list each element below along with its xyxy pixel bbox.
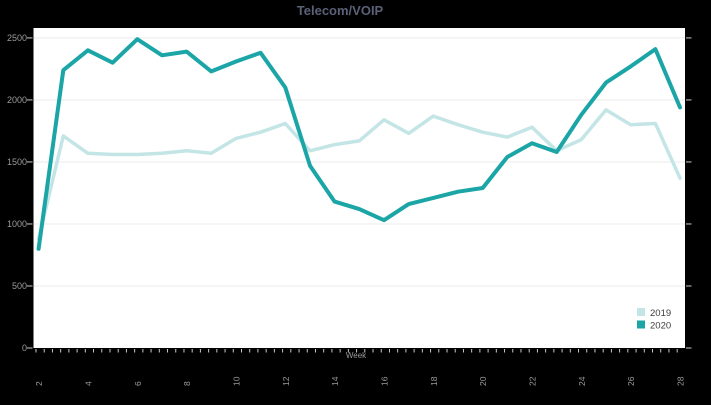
x-tick-label: 12 [281,376,291,386]
x-tick-label: 22 [528,376,538,386]
x-tick-label: 6 [133,381,143,386]
legend-label-2019: 2019 [650,308,671,319]
x-tick-label: 20 [478,376,488,386]
y-tick-label: 0 [22,343,27,353]
legend-swatch-2019 [637,308,645,316]
x-axis-title: Week [346,351,367,360]
series-line-2019 [36,108,682,241]
legend-swatch-2020 [637,320,645,329]
x-tick-label: 26 [626,376,636,386]
x-tick-label: 18 [429,376,439,386]
x-tick-label: 14 [330,376,340,386]
y-tick-label: 500 [12,281,27,291]
y-tick-label: 2000 [7,95,27,105]
plot-area [33,28,685,348]
x-tick-label: 28 [676,376,686,386]
series-line-2020 [36,37,682,251]
x-tick-label: 16 [379,376,389,386]
legend: 2019 2020 [637,308,671,332]
chart-title: Telecom/VOIP [297,3,384,18]
legend-label-2020: 2020 [650,321,671,332]
x-tick-label: 4 [83,381,93,386]
y-tick-label: 1000 [7,219,27,229]
x-tick-label: 10 [231,376,241,386]
y-tick-label: 2500 [7,33,27,43]
legend-item-2020[interactable]: 2020 [637,320,671,332]
legend-item-2019[interactable]: 2019 [637,308,671,319]
x-tick-label: 2 [34,381,44,386]
x-tick-label: 24 [577,376,587,386]
x-tick-label: 8 [182,381,192,386]
y-tick-label: 1500 [7,157,27,167]
